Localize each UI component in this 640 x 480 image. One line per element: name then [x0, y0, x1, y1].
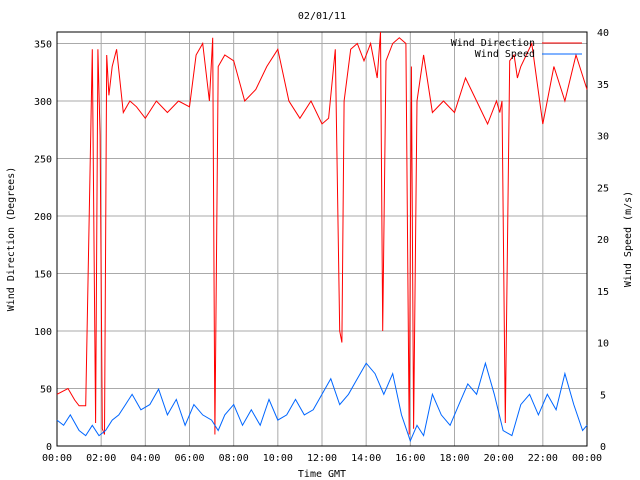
y-right-tick-label: 10	[597, 339, 609, 350]
series-line-wind-direction	[56, 31, 588, 435]
plot-frame	[56, 31, 588, 447]
y-right-tick-label: 30	[597, 132, 609, 143]
series-lines	[56, 31, 588, 443]
x-tick-label: 20:00	[484, 453, 514, 464]
y-left-tick-label: 50	[40, 385, 52, 396]
x-tick-label: 06:00	[174, 453, 204, 464]
x-tick-label: 08:00	[219, 453, 249, 464]
y-right-tick-label: 0	[600, 442, 606, 453]
x-tick-label: 10:00	[263, 453, 293, 464]
x-tick-label: 18:00	[439, 453, 469, 464]
y-right-tick-label: 35	[597, 80, 609, 91]
x-tick-label: 16:00	[395, 453, 425, 464]
x-tick-label: 02:00	[86, 453, 116, 464]
y-right-tick-label: 5	[600, 390, 606, 401]
chart-title: 02/01/11	[298, 11, 346, 22]
legend: Wind Direction Wind Speed	[451, 38, 582, 60]
x-tick-label: 00:00	[572, 453, 602, 464]
x-tick-label: 04:00	[130, 453, 160, 464]
y-left-tick-label: 0	[46, 442, 52, 453]
y-left-tick-label: 300	[34, 97, 52, 108]
legend-label-wind-direction: Wind Direction	[451, 38, 535, 49]
y-right-axis-label: Wind Speed (m/s)	[623, 191, 634, 287]
x-tick-labels: 00:00 02:00 04:00 06:00 08:00 10:00 12:00 14:00…	[42, 453, 602, 464]
legend-label-wind-speed: Wind Speed	[475, 49, 535, 60]
series-line-wind-speed	[56, 361, 588, 443]
y-left-tick-label: 200	[34, 212, 52, 223]
grid-lines	[57, 32, 587, 446]
y-right-tick-label: 25	[597, 183, 609, 194]
y-right-tick-label: 20	[597, 235, 609, 246]
y-left-tick-label: 350	[34, 40, 52, 51]
y-left-tick-label: 100	[34, 327, 52, 338]
x-tick-label: 00:00	[42, 453, 72, 464]
x-tick-label: 22:00	[528, 453, 558, 464]
x-tick-label: 14:00	[351, 453, 381, 464]
y-right-tick-labels: 0 5 10 15 20 25 30 35 40	[597, 28, 609, 453]
y-left-tick-label: 150	[34, 270, 52, 281]
y-right-tick-label: 15	[597, 287, 609, 298]
y-right-tick-label: 40	[597, 28, 609, 39]
y-left-tick-label: 250	[34, 155, 52, 166]
x-axis-label: Time GMT	[298, 469, 346, 480]
x-tick-label: 12:00	[307, 453, 337, 464]
y-left-axis-label: Wind Direction (Degrees)	[6, 167, 17, 312]
y-left-tick-labels: 0 50 100 150 200 250 300 350	[34, 40, 52, 454]
